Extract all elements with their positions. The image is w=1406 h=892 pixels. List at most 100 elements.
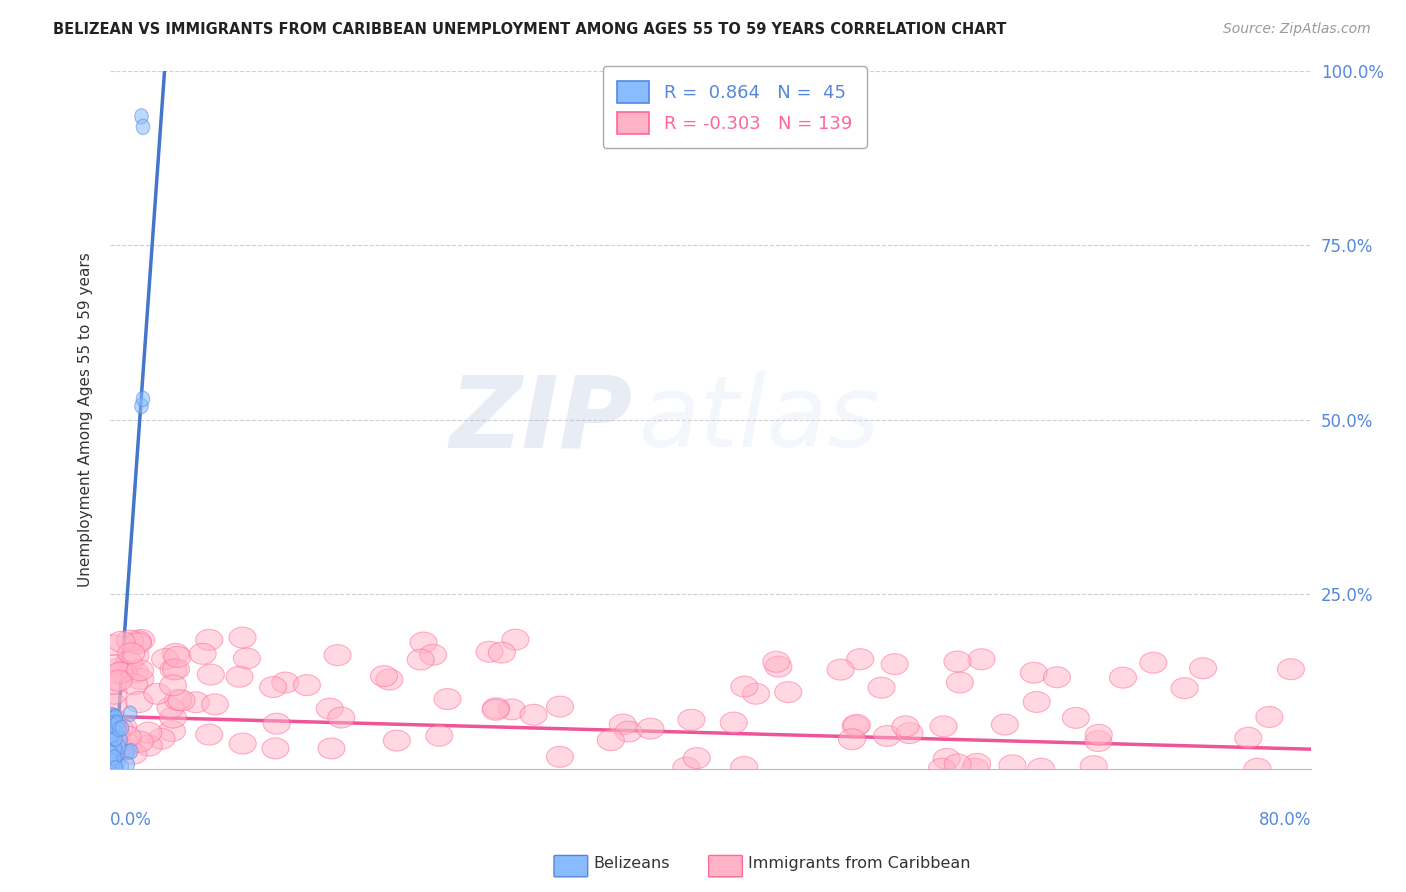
Ellipse shape — [1043, 667, 1070, 688]
Ellipse shape — [1234, 727, 1261, 748]
Ellipse shape — [419, 644, 447, 665]
Ellipse shape — [226, 666, 253, 687]
Ellipse shape — [765, 657, 792, 677]
Ellipse shape — [115, 652, 142, 673]
Ellipse shape — [135, 723, 162, 743]
Ellipse shape — [1024, 691, 1050, 713]
Ellipse shape — [108, 708, 121, 724]
Ellipse shape — [598, 730, 624, 750]
Ellipse shape — [105, 758, 120, 774]
Ellipse shape — [162, 643, 188, 665]
Ellipse shape — [121, 662, 149, 682]
Ellipse shape — [411, 632, 437, 653]
Text: BELIZEAN VS IMMIGRANTS FROM CARIBBEAN UNEMPLOYMENT AMONG AGES 55 TO 59 YEARS COR: BELIZEAN VS IMMIGRANTS FROM CARIBBEAN UN… — [53, 22, 1007, 37]
Ellipse shape — [100, 714, 127, 736]
Ellipse shape — [100, 740, 127, 761]
Ellipse shape — [121, 757, 135, 772]
Ellipse shape — [896, 723, 922, 744]
Ellipse shape — [117, 630, 143, 651]
Ellipse shape — [967, 648, 995, 670]
Ellipse shape — [108, 723, 122, 739]
Ellipse shape — [104, 733, 118, 748]
Ellipse shape — [609, 714, 637, 735]
Ellipse shape — [229, 627, 256, 648]
Ellipse shape — [124, 744, 138, 759]
Ellipse shape — [1109, 667, 1136, 688]
Ellipse shape — [963, 754, 991, 774]
Ellipse shape — [105, 750, 118, 765]
Ellipse shape — [112, 739, 127, 755]
Ellipse shape — [100, 673, 127, 694]
Ellipse shape — [127, 660, 153, 681]
Ellipse shape — [110, 716, 136, 738]
Ellipse shape — [115, 721, 129, 736]
Ellipse shape — [190, 643, 217, 665]
Ellipse shape — [294, 674, 321, 696]
Ellipse shape — [107, 740, 135, 761]
Ellipse shape — [105, 718, 120, 733]
Ellipse shape — [498, 699, 526, 720]
Ellipse shape — [475, 641, 503, 662]
Ellipse shape — [323, 645, 352, 665]
Ellipse shape — [873, 725, 901, 747]
Ellipse shape — [100, 634, 127, 656]
Ellipse shape — [943, 651, 972, 672]
Ellipse shape — [229, 733, 256, 754]
Ellipse shape — [114, 726, 141, 747]
Ellipse shape — [111, 747, 124, 762]
Ellipse shape — [107, 662, 134, 683]
Ellipse shape — [111, 715, 124, 731]
Text: Immigrants from Caribbean: Immigrants from Caribbean — [748, 856, 970, 871]
Y-axis label: Unemployment Among Ages 55 to 59 years: Unemployment Among Ages 55 to 59 years — [79, 252, 93, 587]
Ellipse shape — [124, 632, 152, 654]
Text: 80.0%: 80.0% — [1258, 811, 1312, 829]
Text: atlas: atlas — [638, 371, 880, 468]
Ellipse shape — [370, 665, 398, 687]
Ellipse shape — [105, 716, 120, 731]
Ellipse shape — [775, 681, 801, 703]
Ellipse shape — [105, 670, 132, 691]
Text: 0.0%: 0.0% — [110, 811, 152, 829]
Ellipse shape — [842, 715, 869, 737]
Ellipse shape — [105, 737, 132, 757]
Ellipse shape — [1021, 662, 1047, 683]
Ellipse shape — [125, 691, 153, 713]
Ellipse shape — [167, 690, 195, 711]
Ellipse shape — [547, 747, 574, 767]
Ellipse shape — [100, 714, 127, 735]
Ellipse shape — [426, 725, 453, 747]
Text: Belizeans: Belizeans — [593, 856, 669, 871]
Ellipse shape — [104, 746, 118, 761]
Ellipse shape — [157, 698, 184, 718]
Ellipse shape — [384, 730, 411, 751]
Ellipse shape — [271, 672, 298, 693]
Ellipse shape — [136, 392, 149, 407]
Ellipse shape — [637, 718, 664, 739]
Ellipse shape — [683, 747, 710, 769]
Ellipse shape — [104, 755, 118, 770]
Ellipse shape — [107, 711, 120, 726]
Ellipse shape — [1278, 659, 1305, 680]
Ellipse shape — [868, 677, 896, 698]
Ellipse shape — [165, 647, 191, 667]
Ellipse shape — [731, 756, 758, 778]
Ellipse shape — [159, 674, 187, 696]
Ellipse shape — [104, 751, 118, 766]
Ellipse shape — [135, 398, 148, 414]
Ellipse shape — [375, 669, 404, 690]
Ellipse shape — [104, 716, 118, 731]
Ellipse shape — [262, 738, 290, 759]
Ellipse shape — [891, 716, 920, 737]
Ellipse shape — [103, 724, 129, 746]
Ellipse shape — [547, 696, 574, 717]
Ellipse shape — [844, 714, 870, 735]
Ellipse shape — [112, 722, 125, 737]
Ellipse shape — [1171, 678, 1198, 698]
Ellipse shape — [100, 708, 127, 730]
Ellipse shape — [105, 658, 132, 679]
Ellipse shape — [152, 648, 179, 670]
Ellipse shape — [482, 699, 509, 720]
Ellipse shape — [115, 759, 129, 774]
Ellipse shape — [104, 753, 118, 769]
Ellipse shape — [846, 648, 873, 670]
